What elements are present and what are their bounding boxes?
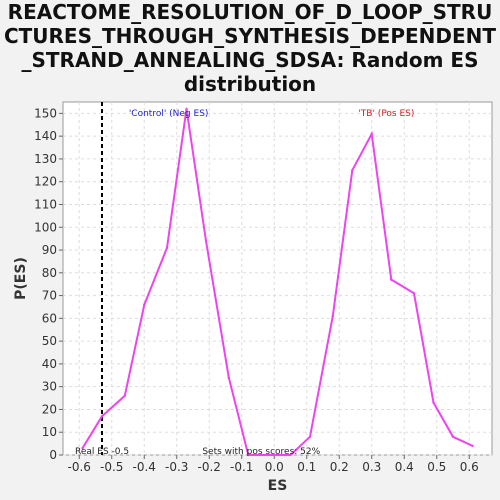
y-ticks: 0 10 20 30 40 50 60 70 80 90 100 110 120 130 140 150 <box>34 106 63 462</box>
neg-es-label: 'Control' (Neg ES) <box>129 109 209 119</box>
data-point <box>204 239 208 243</box>
y-tick-label: 70 <box>42 289 57 303</box>
data-point <box>227 376 230 379</box>
chart-title-line-2: CTURES_THROUGH_SYNTHESIS_DEPENDENT <box>3 24 497 48</box>
data-point <box>143 303 146 306</box>
plot-area <box>62 101 493 456</box>
x-ticks: -0.6 -0.5 -0.4 -0.3 -0.2 -0.1 0.0 0.1 0.2 0.3 0.4 0… <box>68 455 479 474</box>
data-point <box>370 132 373 136</box>
x-tick-label: 0.6 <box>460 460 479 474</box>
x-axis-label: ES <box>268 478 288 494</box>
data-point <box>432 401 435 404</box>
pos-scores-label: Sets with pos scores: 52% <box>202 447 320 457</box>
y-tick-label: 20 <box>42 402 57 416</box>
data-point <box>165 246 169 249</box>
y-tick-label: 0 <box>49 448 57 462</box>
y-tick-label: 40 <box>42 357 57 371</box>
data-point <box>308 435 312 438</box>
y-tick-label: 50 <box>42 334 57 348</box>
x-tick-label: 0.3 <box>362 460 381 474</box>
y-tick-label: 120 <box>34 175 57 189</box>
data-point <box>471 444 474 448</box>
x-tick-label: 0.2 <box>330 460 349 474</box>
x-tick-label: 0.1 <box>297 460 316 474</box>
data-point <box>81 446 84 450</box>
data-point <box>289 453 292 457</box>
chart-title: REACTOME_RESOLUTION_OF_D_LOOP_STRU CTURE… <box>0 0 500 96</box>
y-tick-label: 100 <box>34 220 57 234</box>
y-tick-label: 30 <box>42 380 57 394</box>
y-tick-label: 90 <box>42 243 57 257</box>
y-tick-label: 150 <box>34 106 57 120</box>
x-tick-label: 0.4 <box>395 460 414 474</box>
x-tick-label: -0.2 <box>198 460 221 474</box>
series-line <box>81 108 473 456</box>
x-tick-label: -0.4 <box>133 460 156 474</box>
data-point <box>247 453 250 457</box>
y-tick-label: 80 <box>42 266 57 280</box>
data-point <box>451 435 455 438</box>
chart-title-line-1: REACTOME_RESOLUTION_OF_D_LOOP_STRU <box>7 0 493 24</box>
y-tick-label: 60 <box>42 311 57 325</box>
grid-layer <box>63 102 492 456</box>
x-tick-label: -0.3 <box>165 460 188 474</box>
y-axis-label: P(ES) <box>13 257 29 300</box>
x-tick-label: -0.1 <box>230 460 253 474</box>
data-point <box>266 453 269 457</box>
x-tick-label: -0.5 <box>100 460 123 474</box>
chart-title-line-3: _STRAND_ANNEALING_SDSA: Random ES <box>21 48 479 72</box>
data-point <box>123 394 126 397</box>
y-tick-label: 130 <box>34 152 57 166</box>
x-tick-label: -0.6 <box>68 460 91 474</box>
data-point <box>185 107 188 111</box>
pos-es-label: 'TB' (Pos ES) <box>358 109 414 119</box>
data-point <box>331 314 334 318</box>
series-points <box>81 107 474 457</box>
data-point <box>390 278 393 281</box>
x-tick-label: 0.0 <box>265 460 284 474</box>
real-es-label: Real ES -0.5 <box>75 447 129 457</box>
chart-title-line-4: distribution <box>183 72 317 96</box>
data-point <box>412 292 416 295</box>
y-tick-label: 140 <box>34 129 57 143</box>
y-tick-label: 110 <box>34 197 57 211</box>
data-point <box>351 169 354 172</box>
data-point <box>100 415 104 418</box>
y-tick-label: 10 <box>42 425 57 439</box>
x-tick-label: 0.5 <box>427 460 446 474</box>
